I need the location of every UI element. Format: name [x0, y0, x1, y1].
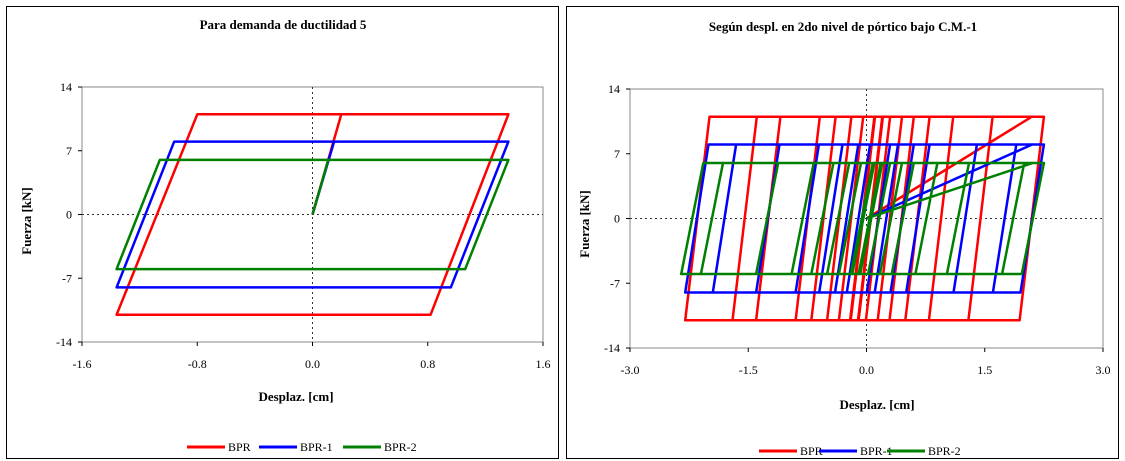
y-tick-label: 14 — [60, 80, 72, 94]
chart-panel-right: Según despl. en 2do nivel de pórtico baj… — [566, 6, 1119, 459]
y-tick-label: 0 — [614, 212, 620, 226]
legend: BPR BPR-1 BPR-2 — [187, 440, 417, 454]
x-tick-label: -0.8 — [188, 357, 207, 371]
series-line-bpr — [683, 115, 1046, 322]
legend-label-bpr-1: BPR-1 — [860, 444, 893, 458]
y-tick-label: 7 — [66, 144, 72, 158]
plot-area: -1.6 -0.8 0.0 0.8 1.6 14 7 0 -7 -14 — [56, 80, 551, 371]
chart-title: Para demanda de ductilidad 5 — [200, 17, 367, 32]
legend: BPR BPR-1 BPR-2 — [759, 444, 961, 458]
legend-label-bpr: BPR — [800, 444, 823, 458]
chart-right-svg: Según despl. en 2do nivel de pórtico baj… — [577, 19, 1111, 458]
chart-panel-left: Para demanda de ductilidad 5 Desplaz. [c… — [6, 6, 559, 459]
x-tick-label: 0.0 — [859, 363, 874, 377]
legend-label-bpr-2: BPR-2 — [384, 440, 417, 454]
y-axis-label: Fuerza [kN] — [577, 190, 592, 258]
series-line-bpr — [115, 113, 510, 316]
y-tick-label: -7 — [610, 276, 620, 290]
y-tick-label: 0 — [66, 208, 72, 222]
x-tick-label: 1.5 — [977, 363, 992, 377]
series-line-bpr-2 — [115, 158, 510, 271]
y-axis-label: Fuerza [kN] — [19, 187, 34, 255]
chart-title: Según despl. en 2do nivel de pórtico baj… — [709, 19, 977, 34]
x-tick-label: -3.0 — [621, 363, 640, 377]
x-axis-label: Desplaz. [cm] — [839, 397, 914, 412]
y-tick-label: -7 — [62, 271, 72, 285]
x-tick-label: 0.0 — [305, 357, 320, 371]
y-tick-label: 7 — [614, 147, 620, 161]
x-tick-label: -1.5 — [739, 363, 758, 377]
chart-left-svg: Para demanda de ductilidad 5 Desplaz. [c… — [19, 17, 551, 454]
x-tick-label: -1.6 — [73, 357, 92, 371]
x-tick-label: 1.6 — [536, 357, 551, 371]
x-tick-label: 3.0 — [1096, 363, 1111, 377]
legend-label-bpr: BPR — [228, 440, 251, 454]
plot-area: -3.0 -1.5 0.0 1.5 3.0 14 7 0 -7 -14 — [604, 82, 1111, 377]
y-tick-label: -14 — [604, 341, 620, 355]
y-tick-label: -14 — [56, 335, 72, 349]
x-axis-label: Desplaz. [cm] — [258, 389, 333, 404]
series-line-bpr-2 — [679, 161, 1046, 276]
series-line-bpr-1 — [683, 143, 1046, 294]
x-tick-label: 0.8 — [420, 357, 435, 371]
legend-label-bpr-1: BPR-1 — [300, 440, 333, 454]
series-line-bpr-1 — [115, 140, 510, 289]
legend-label-bpr-2: BPR-2 — [928, 444, 961, 458]
y-tick-label: 14 — [608, 82, 620, 96]
